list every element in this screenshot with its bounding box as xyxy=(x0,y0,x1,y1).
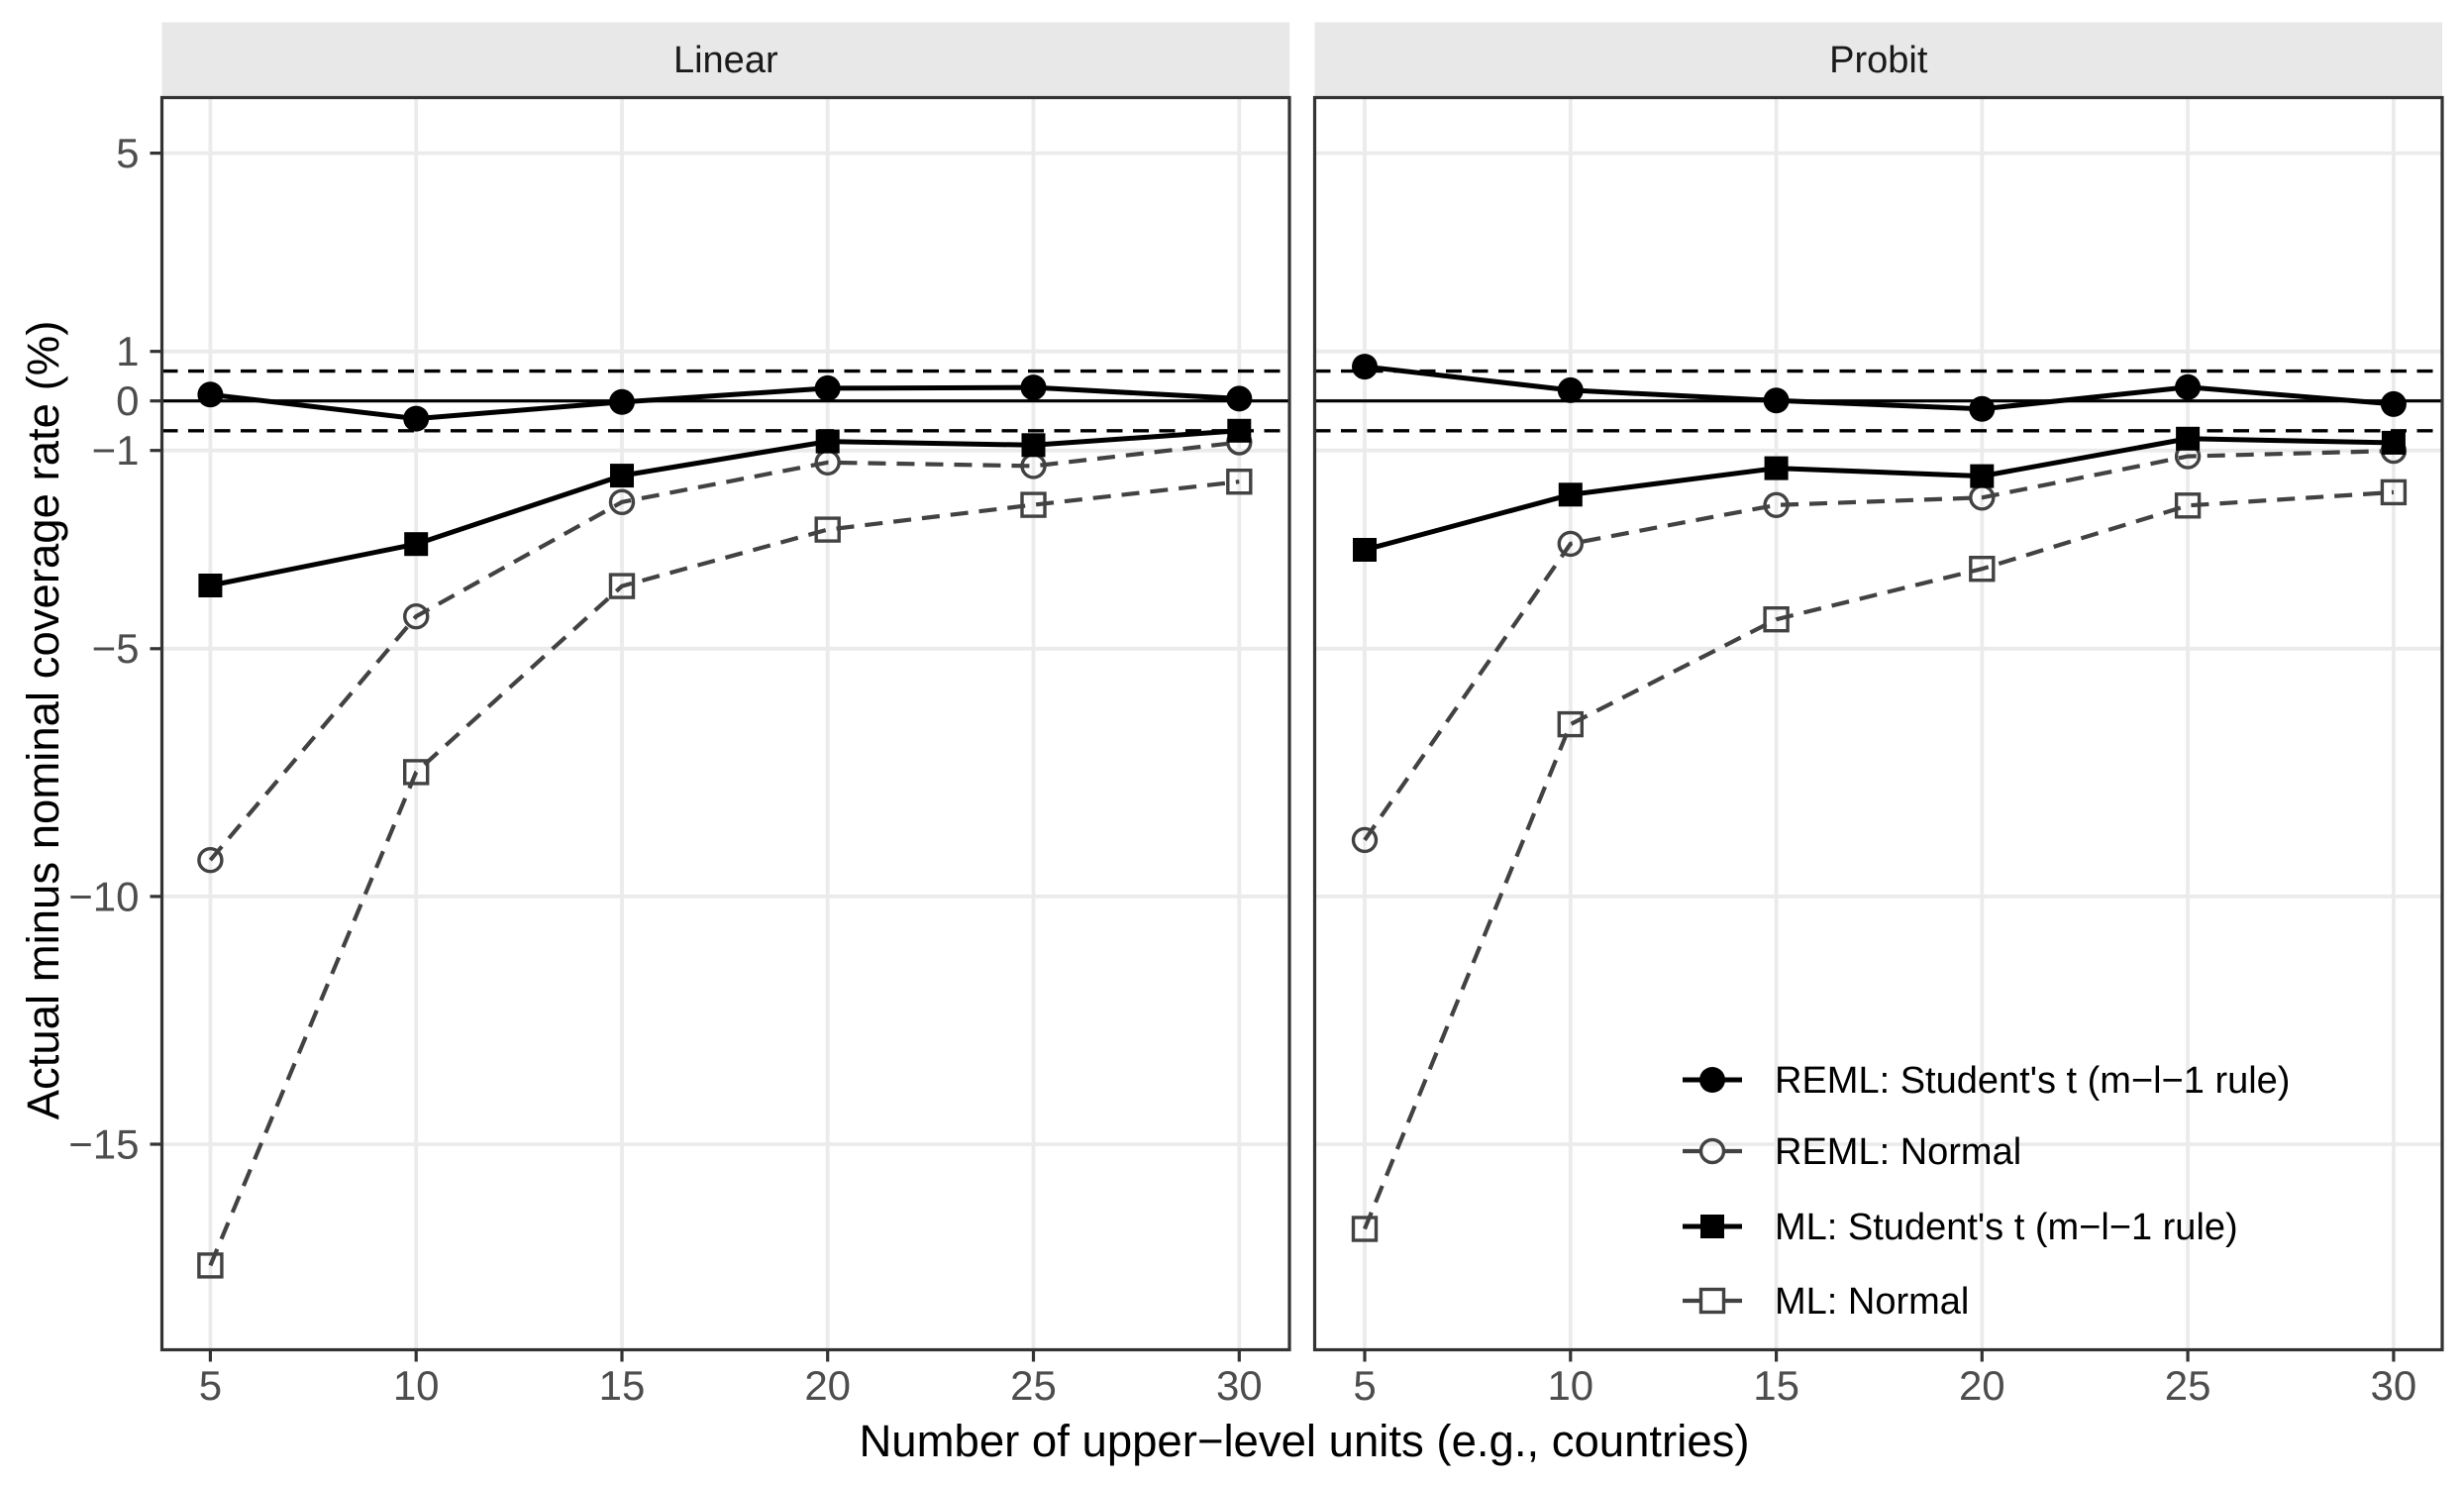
svg-text:Number of upper−level units (e: Number of upper−level units (e.g., count… xyxy=(859,1416,1749,1466)
svg-text:Actual minus nominal coverage: Actual minus nominal coverage rate (%) xyxy=(18,321,68,1120)
svg-text:−15: −15 xyxy=(68,1120,139,1167)
svg-text:5: 5 xyxy=(199,1362,222,1409)
svg-text:5: 5 xyxy=(116,130,139,176)
svg-text:ML: Student's t (m−l−1 rule): ML: Student's t (m−l−1 rule) xyxy=(1775,1207,2238,1248)
svg-text:−5: −5 xyxy=(92,625,140,672)
svg-text:REML: Student's t (m−l−1 rule): REML: Student's t (m−l−1 rule) xyxy=(1775,1060,2290,1102)
svg-text:ML: Normal: ML: Normal xyxy=(1775,1281,1969,1323)
svg-text:1: 1 xyxy=(116,328,139,374)
svg-text:10: 10 xyxy=(1547,1362,1593,1409)
svg-text:25: 25 xyxy=(2165,1362,2211,1409)
svg-text:0: 0 xyxy=(116,377,139,424)
svg-text:Linear: Linear xyxy=(673,40,778,81)
svg-text:15: 15 xyxy=(599,1362,646,1409)
svg-text:20: 20 xyxy=(804,1362,851,1409)
svg-text:10: 10 xyxy=(393,1362,440,1409)
svg-text:−10: −10 xyxy=(68,873,139,919)
svg-text:REML: Normal: REML: Normal xyxy=(1775,1131,2021,1173)
svg-text:15: 15 xyxy=(1753,1362,1799,1409)
svg-text:Probit: Probit xyxy=(1829,40,1928,81)
svg-text:−1: −1 xyxy=(92,427,140,474)
svg-text:20: 20 xyxy=(1959,1362,2005,1409)
svg-text:5: 5 xyxy=(1353,1362,1376,1409)
svg-text:30: 30 xyxy=(1216,1362,1263,1409)
svg-text:25: 25 xyxy=(1010,1362,1057,1409)
svg-text:30: 30 xyxy=(2371,1362,2417,1409)
